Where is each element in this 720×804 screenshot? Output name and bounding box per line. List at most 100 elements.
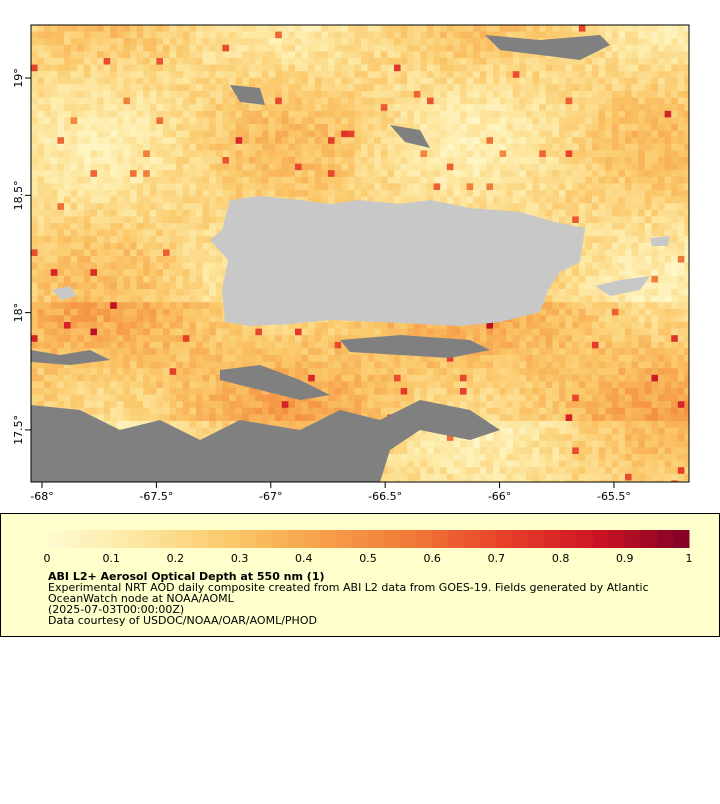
aod-cell bbox=[532, 170, 540, 178]
aod-cell bbox=[499, 77, 507, 85]
aod-cell bbox=[202, 51, 210, 59]
aod-cell bbox=[374, 190, 382, 197]
aod-cell bbox=[57, 302, 65, 310]
aod-cell bbox=[143, 110, 151, 118]
aod-cell bbox=[631, 51, 639, 59]
aod-cell bbox=[110, 150, 118, 158]
aod-cell bbox=[427, 176, 434, 184]
aod-cell bbox=[268, 341, 276, 349]
aod-cell bbox=[512, 25, 520, 32]
aod-cell bbox=[512, 51, 520, 59]
aod-cell bbox=[644, 275, 652, 283]
aod-cell bbox=[268, 150, 276, 158]
aod-cell bbox=[486, 44, 494, 52]
aod-cell bbox=[545, 289, 553, 296]
aod-cell bbox=[176, 110, 184, 118]
aod-cell bbox=[387, 110, 395, 118]
aod-cell bbox=[110, 157, 118, 164]
aod-cell bbox=[671, 196, 679, 204]
aod-cell bbox=[486, 38, 494, 46]
aod-cell bbox=[684, 249, 689, 257]
aod-cell bbox=[37, 335, 45, 343]
aod-cell bbox=[460, 77, 467, 85]
aod-cell bbox=[90, 262, 98, 270]
aod-cell bbox=[611, 335, 619, 343]
aod-cell bbox=[97, 216, 104, 224]
aod-cell bbox=[526, 104, 533, 112]
aod-cell bbox=[453, 58, 461, 65]
aod-cell bbox=[631, 308, 639, 316]
aod-cell bbox=[539, 91, 547, 98]
aod-cell bbox=[539, 77, 547, 85]
aod-cell bbox=[466, 51, 474, 59]
aod-cell bbox=[268, 348, 276, 356]
aod-cell bbox=[209, 64, 217, 72]
aod-cell bbox=[110, 137, 118, 145]
aod-cell bbox=[427, 150, 434, 158]
aod-cell bbox=[209, 315, 217, 323]
aod-cell bbox=[519, 97, 527, 105]
aod-cell bbox=[64, 249, 71, 257]
aod-cell bbox=[644, 84, 652, 92]
aod-cell bbox=[57, 236, 65, 244]
aod-cell bbox=[559, 137, 566, 145]
aod-cell bbox=[163, 117, 170, 125]
aod-cell bbox=[215, 223, 223, 230]
aod-cell bbox=[394, 91, 401, 98]
aod-cell bbox=[354, 25, 362, 32]
aod-cell bbox=[90, 170, 98, 178]
aod-cell bbox=[169, 143, 177, 151]
aod-cell bbox=[77, 242, 85, 250]
aod-cell bbox=[182, 308, 190, 316]
aod-cell bbox=[176, 91, 184, 98]
aod-cell bbox=[644, 44, 652, 52]
aod-cell bbox=[288, 157, 296, 164]
aod-cell bbox=[143, 130, 151, 138]
aod-cell bbox=[605, 269, 613, 277]
aod-cell bbox=[565, 137, 573, 145]
aod-cell bbox=[347, 97, 355, 105]
aod-cell bbox=[433, 322, 441, 329]
aod-cell bbox=[262, 143, 269, 151]
aod-cell bbox=[149, 341, 157, 349]
aod-cell bbox=[149, 170, 157, 178]
aod-cell bbox=[592, 209, 599, 217]
aod-cell bbox=[235, 124, 243, 131]
aod-cell bbox=[77, 150, 85, 158]
aod-cell bbox=[44, 328, 52, 336]
aod-cell bbox=[202, 91, 210, 98]
aod-cell bbox=[460, 137, 467, 145]
aod-cell bbox=[149, 328, 157, 336]
aod-cell bbox=[202, 256, 210, 263]
aod-cell bbox=[50, 328, 58, 336]
aod-cell bbox=[578, 97, 586, 105]
aod-cell bbox=[57, 249, 65, 257]
aod-cell bbox=[460, 104, 467, 112]
aod-cell bbox=[242, 58, 250, 65]
aod-cell bbox=[143, 170, 151, 178]
aod-cell bbox=[460, 163, 467, 171]
aod-cell bbox=[499, 196, 507, 204]
aod-cell bbox=[446, 117, 454, 125]
aod-cell bbox=[44, 348, 52, 356]
aod-cell bbox=[314, 117, 322, 125]
aod-cell bbox=[275, 328, 283, 336]
aod-cell bbox=[209, 229, 217, 237]
aod-cell bbox=[539, 196, 547, 204]
aod-cell bbox=[136, 242, 144, 250]
aod-cell bbox=[156, 91, 164, 98]
aod-cell bbox=[664, 209, 672, 217]
aod-cell bbox=[288, 348, 296, 356]
aod-cell bbox=[70, 77, 78, 85]
aod-cell bbox=[486, 157, 494, 164]
aod-cell bbox=[625, 322, 632, 329]
aod-cell bbox=[664, 223, 672, 230]
aod-cell bbox=[684, 308, 689, 316]
aod-cell bbox=[512, 183, 520, 191]
aod-cell bbox=[684, 150, 689, 158]
aod-cell bbox=[176, 64, 184, 72]
aod-cell bbox=[618, 236, 626, 244]
aod-cell bbox=[651, 91, 659, 98]
aod-cell bbox=[156, 71, 164, 79]
aod-cell bbox=[532, 157, 540, 164]
